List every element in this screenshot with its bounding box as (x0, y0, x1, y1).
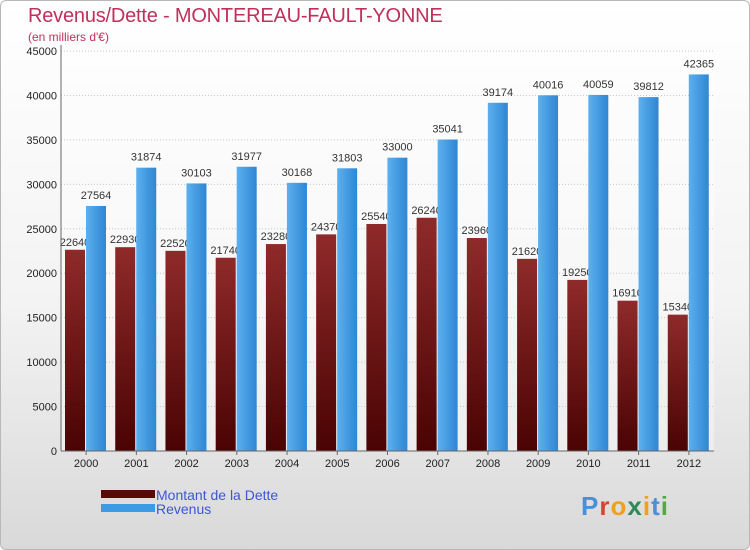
legend-swatch-revenus (101, 504, 155, 512)
bar-dette (165, 250, 186, 451)
bar-dette (316, 234, 337, 451)
legend-label-revenus: Revenus (156, 501, 212, 517)
data-label-revenus: 42365 (683, 58, 714, 70)
x-tick-label: 2005 (325, 458, 349, 470)
logo-letter: i (660, 491, 669, 521)
data-label-revenus: 30103 (181, 167, 212, 179)
data-label-dette: 21620 (512, 246, 543, 258)
bar-dette (215, 257, 236, 451)
bar-revenus (688, 74, 709, 451)
bar-dette (416, 217, 437, 451)
bar-dette (617, 300, 638, 451)
data-label-dette: 26240 (411, 205, 442, 217)
logo-letter: i (642, 491, 652, 521)
x-tick-label: 2004 (275, 458, 299, 470)
data-label-revenus: 31803 (332, 152, 363, 164)
logo-letter: P (581, 491, 600, 521)
x-tick-label: 2010 (576, 458, 600, 470)
data-label-dette: 21740 (210, 245, 241, 257)
bar-revenus (186, 183, 207, 451)
x-tick-label: 2007 (425, 458, 449, 470)
bar-dette (115, 247, 136, 451)
y-tick-label: 15000 (26, 313, 57, 325)
x-tick-label: 2006 (375, 458, 399, 470)
y-tick-label: 5000 (33, 402, 57, 414)
bar-dette (265, 244, 286, 451)
bar-dette (466, 238, 487, 451)
data-label-revenus: 40016 (533, 79, 564, 91)
x-tick-label: 2003 (225, 458, 249, 470)
y-tick-label: 30000 (26, 179, 57, 191)
y-tick-label: 10000 (26, 357, 57, 369)
bar-revenus (588, 94, 609, 452)
data-label-dette: 19250 (562, 267, 593, 279)
data-label-revenus: 27564 (81, 190, 112, 202)
data-label-revenus: 33000 (382, 142, 413, 154)
bar-revenus (337, 168, 358, 451)
y-tick-label: 0 (51, 446, 57, 458)
bar-dette (65, 249, 85, 451)
bar-dette (366, 223, 387, 451)
data-label-revenus: 39174 (483, 87, 514, 99)
data-label-dette: 23280 (261, 231, 292, 243)
bar-revenus (638, 97, 659, 452)
y-tick-label: 40000 (26, 90, 57, 102)
bar-dette (667, 314, 688, 451)
data-label-dette: 15340 (662, 302, 693, 314)
x-tick-label: 2011 (627, 458, 651, 470)
proxiti-logo: Proxiti (581, 491, 669, 522)
logo-letter: t (651, 491, 661, 521)
data-label-revenus: 30168 (282, 167, 313, 179)
data-label-dette: 25540 (361, 211, 392, 223)
bar-revenus (136, 167, 157, 452)
data-label-dette: 23960 (462, 225, 493, 237)
x-tick-label: 2012 (677, 458, 701, 470)
logo-letter: r (599, 491, 611, 521)
data-label-dette: 16910 (612, 288, 643, 300)
logo-letter: x (627, 491, 643, 521)
data-label-revenus: 40059 (583, 79, 614, 91)
data-label-revenus: 39812 (633, 81, 664, 93)
legend-swatch-dette (101, 490, 155, 498)
bar-revenus (538, 95, 559, 452)
data-label-revenus: 31977 (231, 151, 262, 163)
data-label-dette: 24370 (311, 221, 342, 233)
bar-revenus (487, 102, 508, 451)
bar-revenus (387, 157, 408, 451)
data-label-revenus: 31874 (131, 152, 162, 164)
data-label-dette: 22930 (110, 234, 141, 246)
y-tick-label: 45000 (26, 46, 57, 58)
x-tick-label: 2002 (174, 458, 198, 470)
y-tick-label: 35000 (26, 135, 57, 147)
legend-label-dette: Montant de la Dette (156, 487, 279, 503)
bar-dette (567, 279, 588, 451)
bar-dette (517, 258, 538, 451)
x-tick-label: 2001 (124, 458, 148, 470)
y-tick-label: 20000 (26, 268, 57, 280)
chart-subtitle: (en milliers d'€) (28, 30, 109, 44)
x-tick-label: 2009 (526, 458, 550, 470)
logo-letter: o (610, 491, 628, 521)
data-label-revenus: 35041 (432, 124, 463, 136)
data-label-dette: 22520 (160, 238, 191, 250)
x-tick-label: 2000 (74, 458, 98, 470)
chart-title: Revenus/Dette - MONTEREAU-FAULT-YONNE (28, 5, 443, 27)
data-label-dette: 22640 (60, 237, 91, 249)
bar-revenus (86, 205, 106, 451)
y-tick-label: 25000 (26, 224, 57, 236)
bar-revenus (236, 166, 257, 451)
x-tick-label: 2008 (476, 458, 500, 470)
bar-revenus (437, 139, 458, 451)
bar-revenus (286, 182, 307, 451)
